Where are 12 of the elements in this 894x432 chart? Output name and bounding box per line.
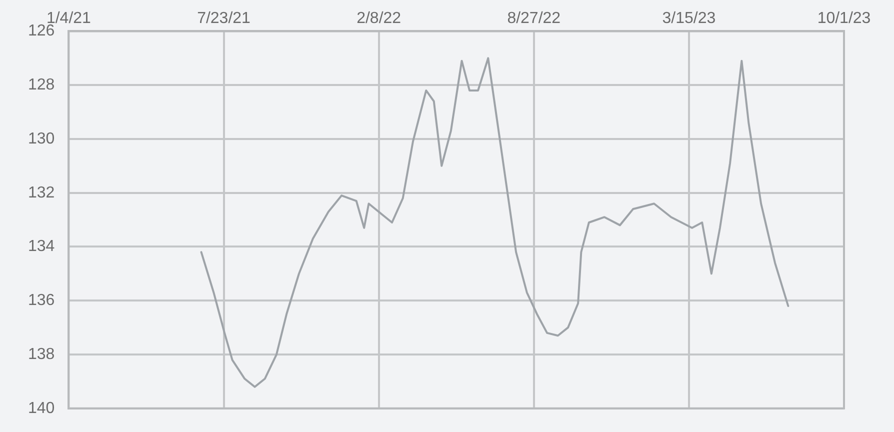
x-tick-label: 7/23/21 xyxy=(197,10,251,28)
x-tick-label: 2/8/22 xyxy=(356,10,402,28)
y-tick-label: 130 xyxy=(28,130,55,148)
y-tick-label: 136 xyxy=(28,292,55,310)
y-tick-label: 134 xyxy=(28,238,55,256)
y-tick-label: 140 xyxy=(28,400,55,417)
x-tick-label: 3/15/23 xyxy=(662,10,716,28)
y-tick-label: 132 xyxy=(28,184,55,202)
x-tick-label: 10/1/23 xyxy=(817,10,871,28)
y-tick-label: 128 xyxy=(28,76,55,94)
y-tick-label: 138 xyxy=(28,346,55,363)
x-tick-label: 8/27/22 xyxy=(507,10,561,28)
